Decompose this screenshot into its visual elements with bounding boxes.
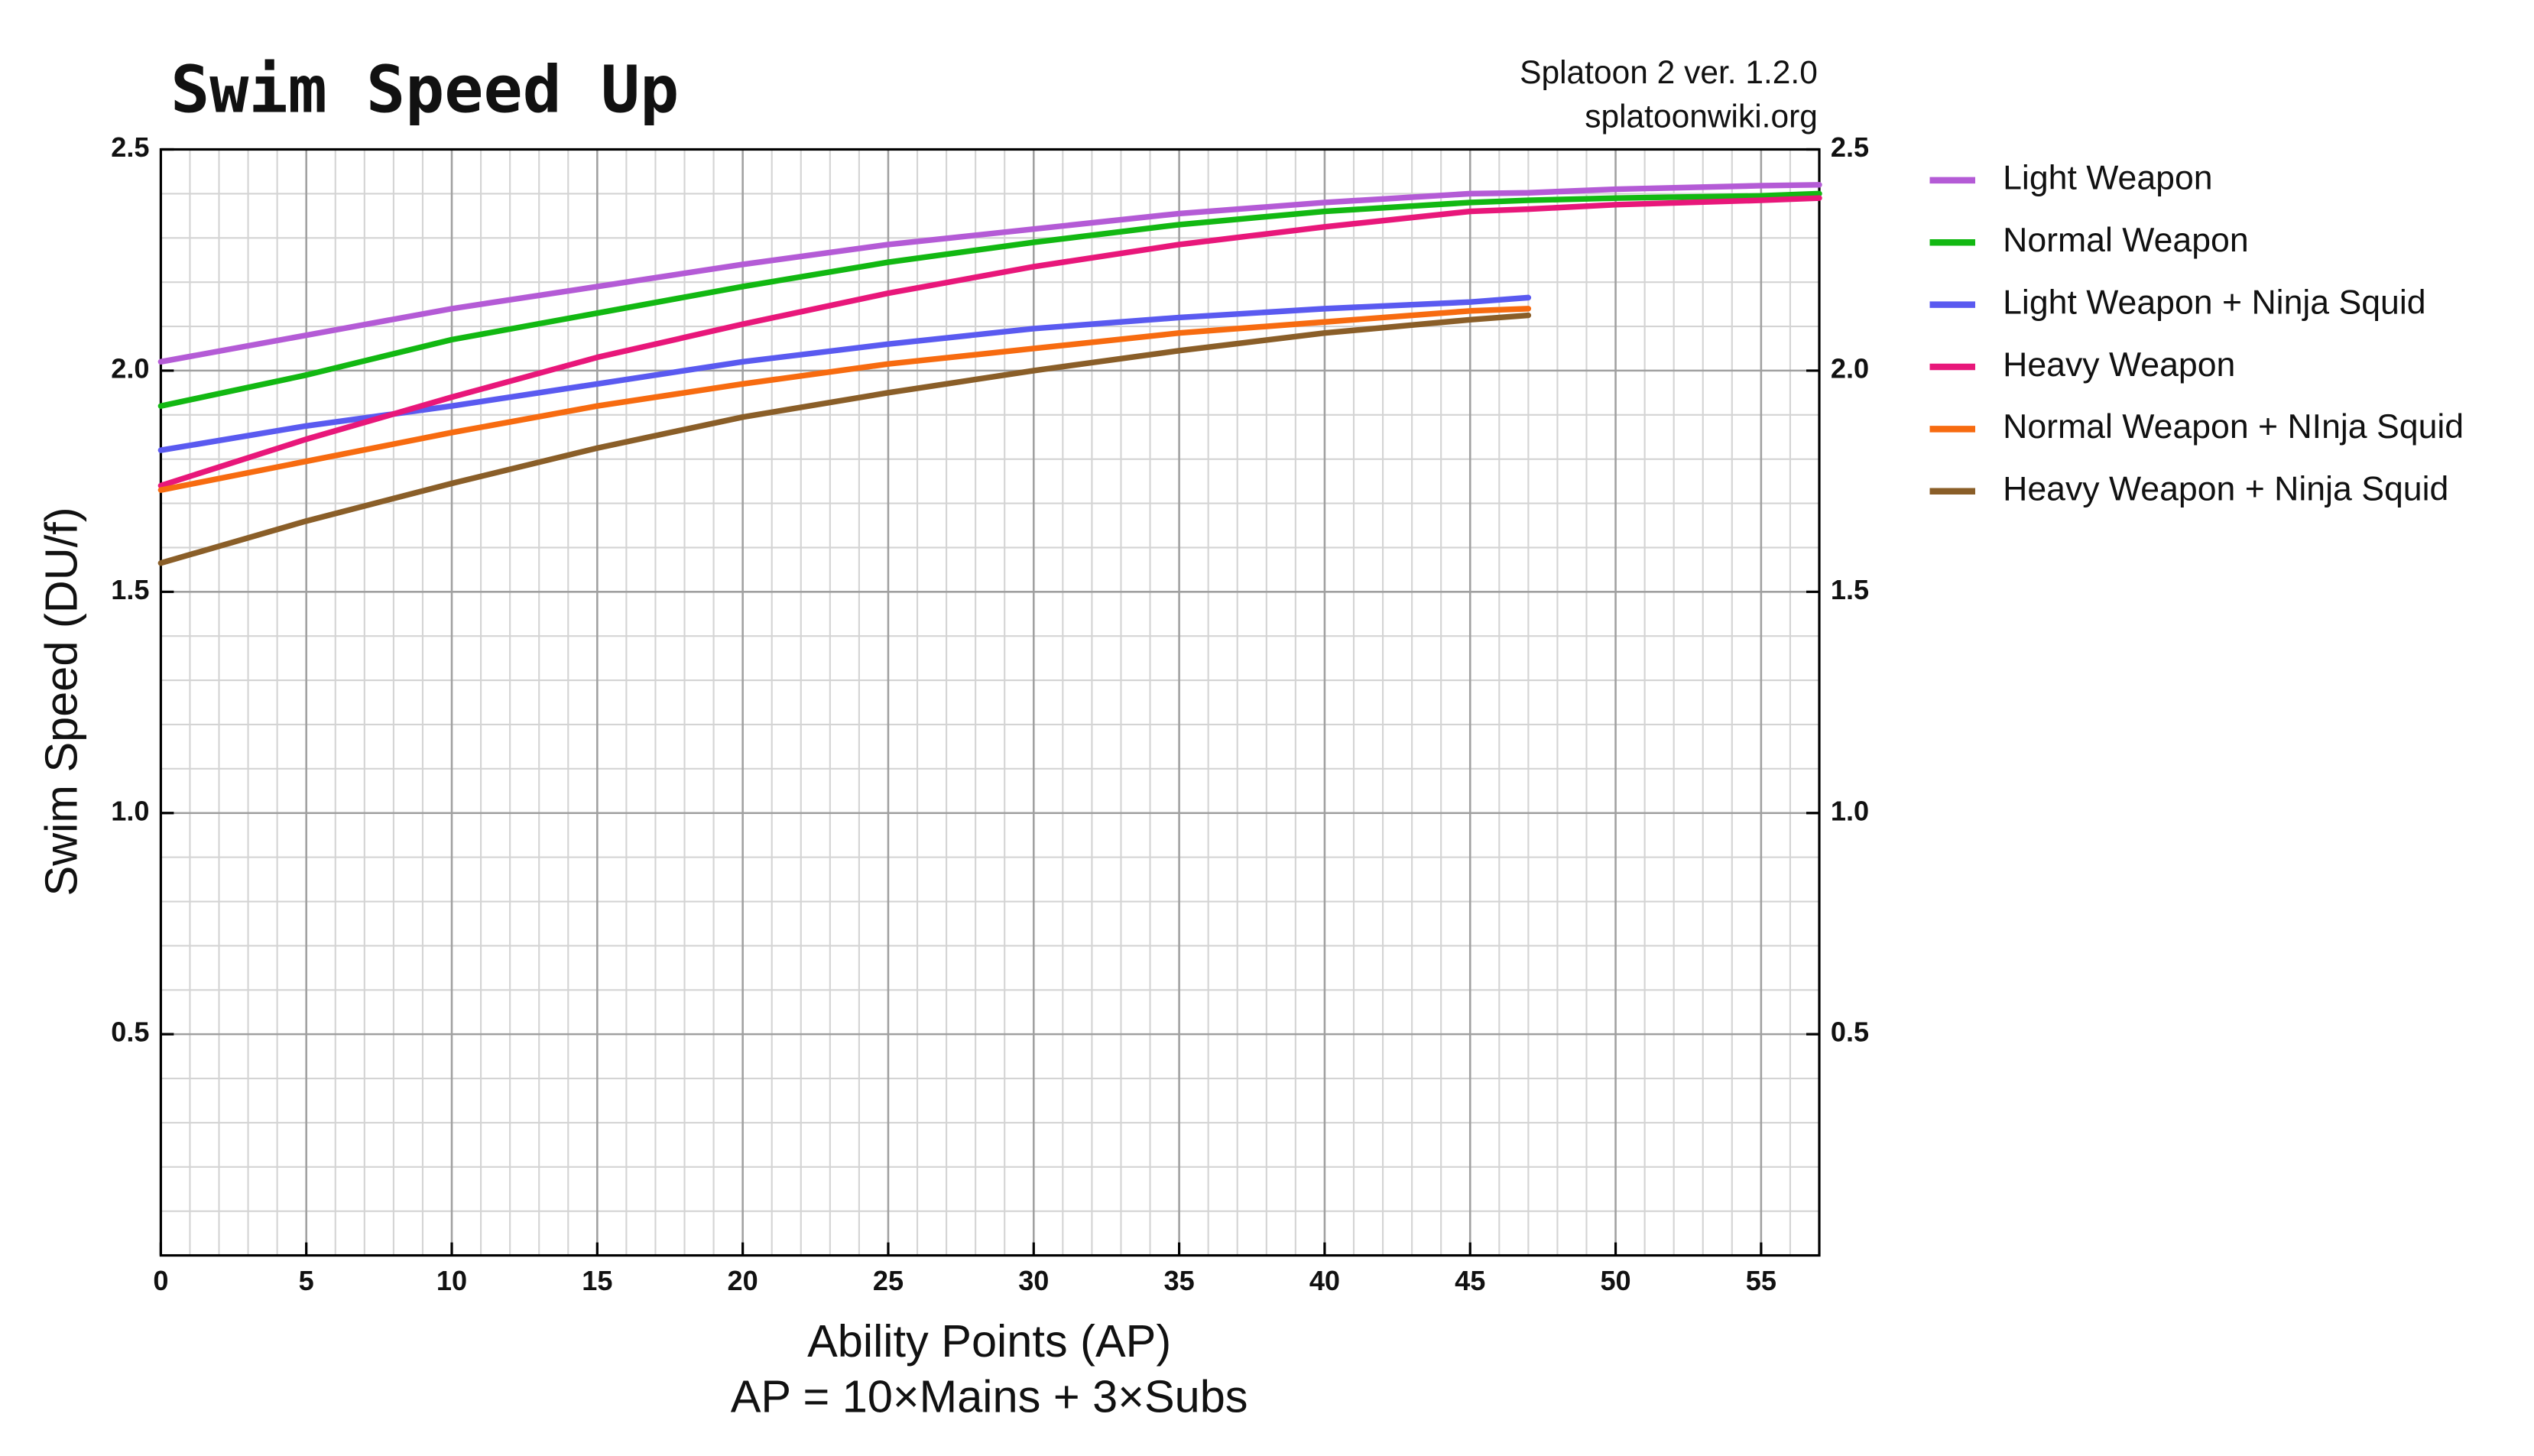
legend-label: Heavy Weapon + Ninja Squid [2003,471,2448,508]
x-tick-label: 10 [436,1265,467,1296]
annotation: Splatoon 2 ver. 1.2.0 [1520,55,1818,91]
y-tick-label: 2.5 [111,131,149,163]
y-axis-label: Swim Speed (DU/f) [36,507,87,896]
series-line [157,190,1822,409]
series-line [157,312,1532,566]
series-line [157,182,1822,365]
legend-label: Normal Weapon [2003,222,2249,259]
series-line [157,195,1822,489]
legend-label: Normal Weapon + NInja Squid [2003,408,2464,446]
y2-tick-label: 1.5 [1831,574,1869,605]
plot-frame [159,148,1821,1257]
x-tick-label: 30 [1018,1265,1049,1296]
y2-tick-label: 1.0 [1831,795,1869,826]
x-tick-label: 0 [153,1265,168,1296]
legend-label: Light Weapon [2003,160,2212,197]
legend-label: Heavy Weapon [2003,346,2235,384]
y2-tick-label: 2.0 [1831,352,1869,384]
x-tick-label: 50 [1600,1265,1630,1296]
x-tick-label: 35 [1164,1265,1195,1296]
y-tick-label: 0.5 [111,1017,149,1048]
x-axis-label: AP = 10×Mains + 3×Subs [731,1370,1248,1422]
x-tick-label: 45 [1455,1265,1485,1296]
series-line [157,306,1532,493]
x-tick-label: 20 [728,1265,758,1296]
x-tick-label: 40 [1309,1265,1340,1296]
x-tick-label: 25 [873,1265,904,1296]
annotation: splatoonwiki.org [1585,99,1818,135]
y-tick-label: 2.0 [111,352,149,384]
y2-tick-label: 2.5 [1831,131,1869,163]
y-tick-label: 1.0 [111,795,149,826]
x-tick-label: 55 [1746,1265,1776,1296]
x-tick-label: 5 [299,1265,314,1296]
y-tick-label: 1.5 [111,574,149,605]
chart-title: Swim Speed Up [170,53,679,128]
x-tick-label: 15 [582,1265,612,1296]
x-axis-label: Ability Points (AP) [807,1315,1171,1367]
y2-tick-label: 0.5 [1831,1017,1869,1048]
legend-label: Light Weapon + Ninja Squid [2003,284,2425,321]
